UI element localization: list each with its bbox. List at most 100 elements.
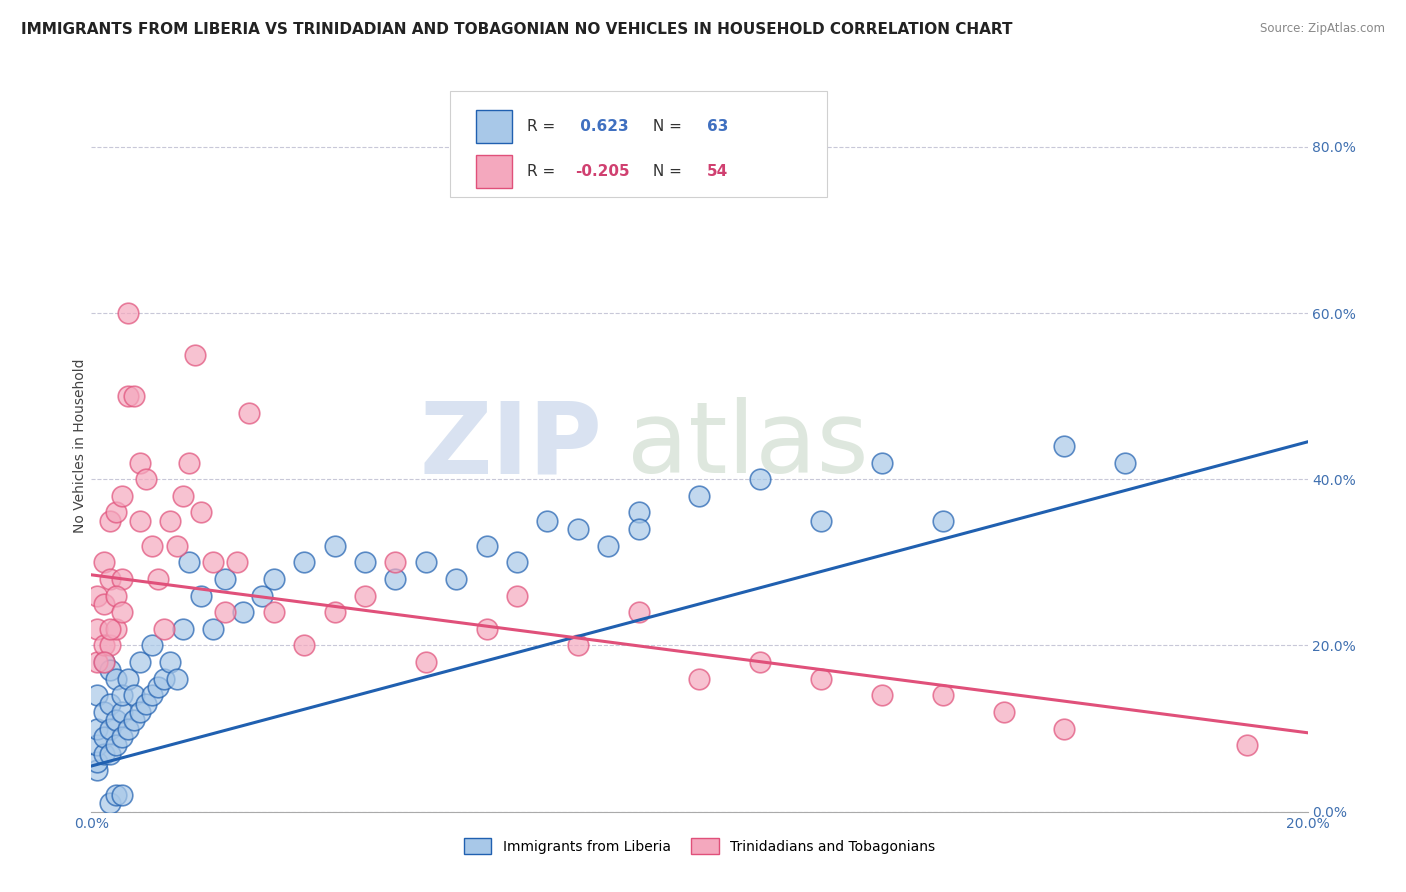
Point (93, 747, 115, 761)
Point (214, 605, 236, 619)
Text: IMMIGRANTS FROM LIBERIA VS TRINIDADIAN AND TOBAGONIAN NO VEHICLES IN HOUSEHOLD C: IMMIGRANTS FROM LIBERIA VS TRINIDADIAN A… (21, 22, 1012, 37)
Point (122, 389, 145, 403)
FancyBboxPatch shape (450, 91, 827, 197)
Point (135, 472, 157, 486)
Point (117, 306, 139, 320)
Point (749, 472, 772, 486)
Point (567, 522, 589, 536)
Text: 54: 54 (707, 164, 728, 179)
Point (98, 514, 121, 528)
Point (148, 680, 170, 694)
Text: Source: ZipAtlas.com: Source: ZipAtlas.com (1260, 22, 1385, 36)
Point (104, 506, 127, 520)
Point (190, 506, 212, 520)
Point (263, 605, 285, 619)
Point (688, 672, 710, 686)
Point (172, 622, 194, 636)
Point (111, 605, 134, 619)
Point (98, 664, 121, 678)
Point (122, 714, 145, 728)
Point (93, 555, 115, 569)
Text: R =: R = (527, 119, 560, 134)
Point (159, 655, 181, 669)
Point (93, 730, 115, 744)
FancyBboxPatch shape (475, 155, 512, 188)
Point (627, 506, 650, 520)
Point (98, 639, 121, 653)
Point (148, 572, 170, 586)
Point (111, 788, 134, 802)
Point (292, 639, 315, 653)
Point (444, 572, 467, 586)
Text: atlas: atlas (627, 398, 868, 494)
Point (292, 555, 315, 569)
Point (153, 622, 176, 636)
Point (202, 555, 225, 569)
Text: N =: N = (648, 164, 688, 179)
Point (129, 655, 152, 669)
Point (627, 605, 650, 619)
Point (98, 722, 121, 736)
Point (98, 697, 121, 711)
Point (166, 672, 188, 686)
Point (93, 597, 115, 611)
Point (506, 589, 529, 603)
Point (323, 605, 346, 619)
Point (475, 622, 498, 636)
Point (226, 555, 249, 569)
Point (1236, 738, 1258, 752)
Point (86, 622, 108, 636)
Text: R =: R = (527, 164, 560, 179)
Point (688, 489, 710, 503)
Point (104, 672, 127, 686)
Point (93, 639, 115, 653)
Point (323, 539, 346, 553)
Point (129, 456, 152, 470)
Point (415, 555, 437, 569)
Point (166, 539, 188, 553)
Point (93, 655, 115, 669)
Point (86, 755, 108, 769)
Point (129, 705, 152, 719)
Point (870, 456, 893, 470)
Point (993, 705, 1015, 719)
Point (104, 788, 127, 802)
Point (111, 705, 134, 719)
Point (86, 738, 108, 752)
Point (506, 555, 529, 569)
Point (172, 489, 194, 503)
Point (177, 456, 200, 470)
Point (1053, 722, 1076, 736)
Point (93, 655, 115, 669)
Point (141, 689, 163, 703)
Point (141, 539, 163, 553)
Point (627, 522, 650, 536)
Point (870, 689, 893, 703)
Point (1053, 439, 1076, 453)
Point (1114, 456, 1136, 470)
Point (153, 672, 176, 686)
Point (931, 514, 953, 528)
Point (810, 672, 832, 686)
Point (749, 655, 772, 669)
Point (184, 347, 207, 362)
Point (475, 539, 498, 553)
Point (111, 689, 134, 703)
Point (86, 655, 108, 669)
Point (104, 589, 127, 603)
Point (384, 572, 406, 586)
Text: 63: 63 (707, 119, 728, 134)
Point (111, 572, 134, 586)
Point (104, 622, 127, 636)
Point (238, 406, 260, 420)
Point (86, 722, 108, 736)
Point (129, 514, 152, 528)
Point (263, 572, 285, 586)
Point (177, 555, 200, 569)
Point (98, 622, 121, 636)
Point (232, 605, 254, 619)
Point (93, 705, 115, 719)
Point (117, 389, 139, 403)
Point (98, 747, 121, 761)
Text: -0.205: -0.205 (575, 164, 630, 179)
